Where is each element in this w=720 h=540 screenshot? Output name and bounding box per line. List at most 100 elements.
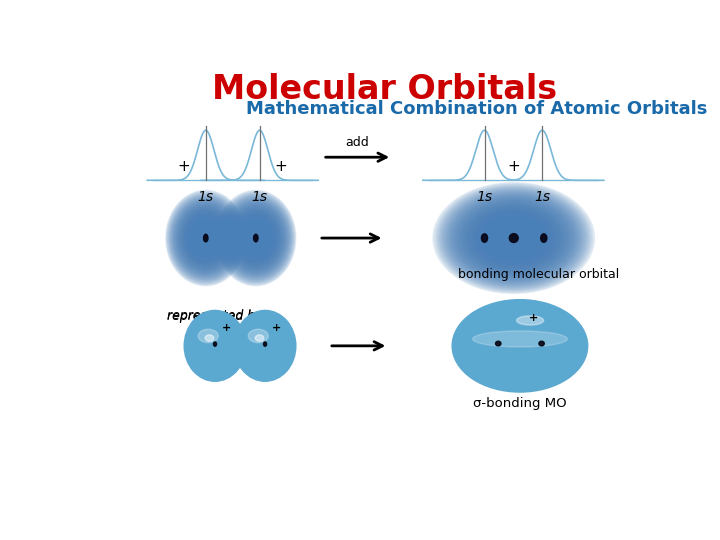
Ellipse shape	[254, 236, 258, 240]
Ellipse shape	[244, 224, 268, 252]
Ellipse shape	[510, 236, 517, 240]
Text: 1s: 1s	[251, 190, 268, 204]
Ellipse shape	[202, 233, 210, 243]
Ellipse shape	[185, 213, 227, 263]
Ellipse shape	[220, 195, 292, 281]
Ellipse shape	[240, 220, 271, 256]
Text: +: +	[178, 159, 191, 174]
Ellipse shape	[452, 300, 588, 392]
Ellipse shape	[248, 228, 264, 248]
Ellipse shape	[512, 237, 516, 239]
Ellipse shape	[187, 216, 224, 260]
Ellipse shape	[488, 220, 539, 256]
Ellipse shape	[255, 237, 256, 239]
Ellipse shape	[181, 210, 230, 267]
Ellipse shape	[435, 184, 593, 292]
Ellipse shape	[198, 329, 218, 343]
Ellipse shape	[169, 194, 243, 282]
Ellipse shape	[213, 342, 217, 346]
Ellipse shape	[167, 192, 244, 284]
Ellipse shape	[166, 190, 246, 286]
Ellipse shape	[470, 208, 557, 268]
Ellipse shape	[205, 237, 207, 239]
Ellipse shape	[508, 234, 521, 242]
Ellipse shape	[179, 206, 233, 271]
Ellipse shape	[433, 183, 595, 294]
Ellipse shape	[188, 217, 223, 259]
Text: 1s: 1s	[477, 190, 492, 204]
Ellipse shape	[177, 204, 235, 272]
Ellipse shape	[242, 222, 269, 254]
Ellipse shape	[186, 214, 226, 262]
Ellipse shape	[230, 206, 282, 269]
Ellipse shape	[462, 202, 565, 274]
Ellipse shape	[191, 220, 221, 256]
Ellipse shape	[505, 233, 522, 244]
Ellipse shape	[472, 331, 567, 347]
Ellipse shape	[472, 209, 556, 267]
Ellipse shape	[509, 235, 518, 241]
Ellipse shape	[255, 335, 264, 341]
Ellipse shape	[184, 310, 246, 381]
Ellipse shape	[232, 210, 280, 267]
Ellipse shape	[171, 197, 240, 279]
Ellipse shape	[225, 201, 287, 275]
Text: +: +	[529, 313, 538, 323]
Ellipse shape	[225, 202, 287, 274]
Ellipse shape	[204, 236, 207, 240]
Ellipse shape	[173, 199, 238, 277]
Ellipse shape	[180, 207, 231, 268]
Ellipse shape	[192, 222, 220, 254]
Ellipse shape	[243, 223, 269, 253]
Ellipse shape	[467, 206, 561, 270]
Ellipse shape	[443, 189, 585, 287]
Ellipse shape	[170, 195, 242, 281]
Ellipse shape	[475, 212, 552, 265]
Ellipse shape	[200, 231, 212, 245]
Text: +: +	[272, 323, 282, 333]
Ellipse shape	[224, 200, 288, 276]
Ellipse shape	[194, 224, 217, 252]
Ellipse shape	[221, 197, 290, 279]
Ellipse shape	[482, 234, 487, 242]
Ellipse shape	[192, 221, 220, 255]
Ellipse shape	[199, 231, 212, 246]
Ellipse shape	[478, 214, 549, 262]
Ellipse shape	[220, 196, 291, 280]
Ellipse shape	[174, 200, 238, 276]
Ellipse shape	[444, 191, 583, 286]
Ellipse shape	[202, 234, 209, 242]
Text: add: add	[346, 137, 369, 150]
Ellipse shape	[264, 342, 266, 346]
Text: σ-bonding MO: σ-bonding MO	[473, 397, 567, 410]
Ellipse shape	[222, 198, 289, 278]
Ellipse shape	[498, 227, 530, 249]
Ellipse shape	[441, 188, 587, 288]
Ellipse shape	[464, 204, 564, 272]
Ellipse shape	[483, 217, 544, 259]
Ellipse shape	[486, 219, 541, 257]
Ellipse shape	[194, 225, 217, 252]
Ellipse shape	[491, 222, 536, 254]
Ellipse shape	[460, 201, 567, 275]
Ellipse shape	[439, 187, 588, 289]
Ellipse shape	[176, 202, 235, 273]
Text: +: +	[507, 159, 520, 174]
Ellipse shape	[245, 225, 267, 252]
Ellipse shape	[176, 202, 236, 274]
Ellipse shape	[217, 191, 295, 285]
Ellipse shape	[223, 199, 289, 277]
Ellipse shape	[241, 221, 270, 255]
Ellipse shape	[438, 186, 590, 290]
Ellipse shape	[485, 218, 543, 258]
Ellipse shape	[184, 211, 228, 265]
Ellipse shape	[171, 196, 241, 280]
Ellipse shape	[239, 218, 273, 258]
Ellipse shape	[246, 226, 266, 251]
Ellipse shape	[248, 329, 269, 343]
Ellipse shape	[449, 194, 578, 282]
Ellipse shape	[490, 221, 538, 255]
Ellipse shape	[238, 216, 274, 260]
Ellipse shape	[251, 232, 261, 244]
Ellipse shape	[184, 212, 228, 264]
